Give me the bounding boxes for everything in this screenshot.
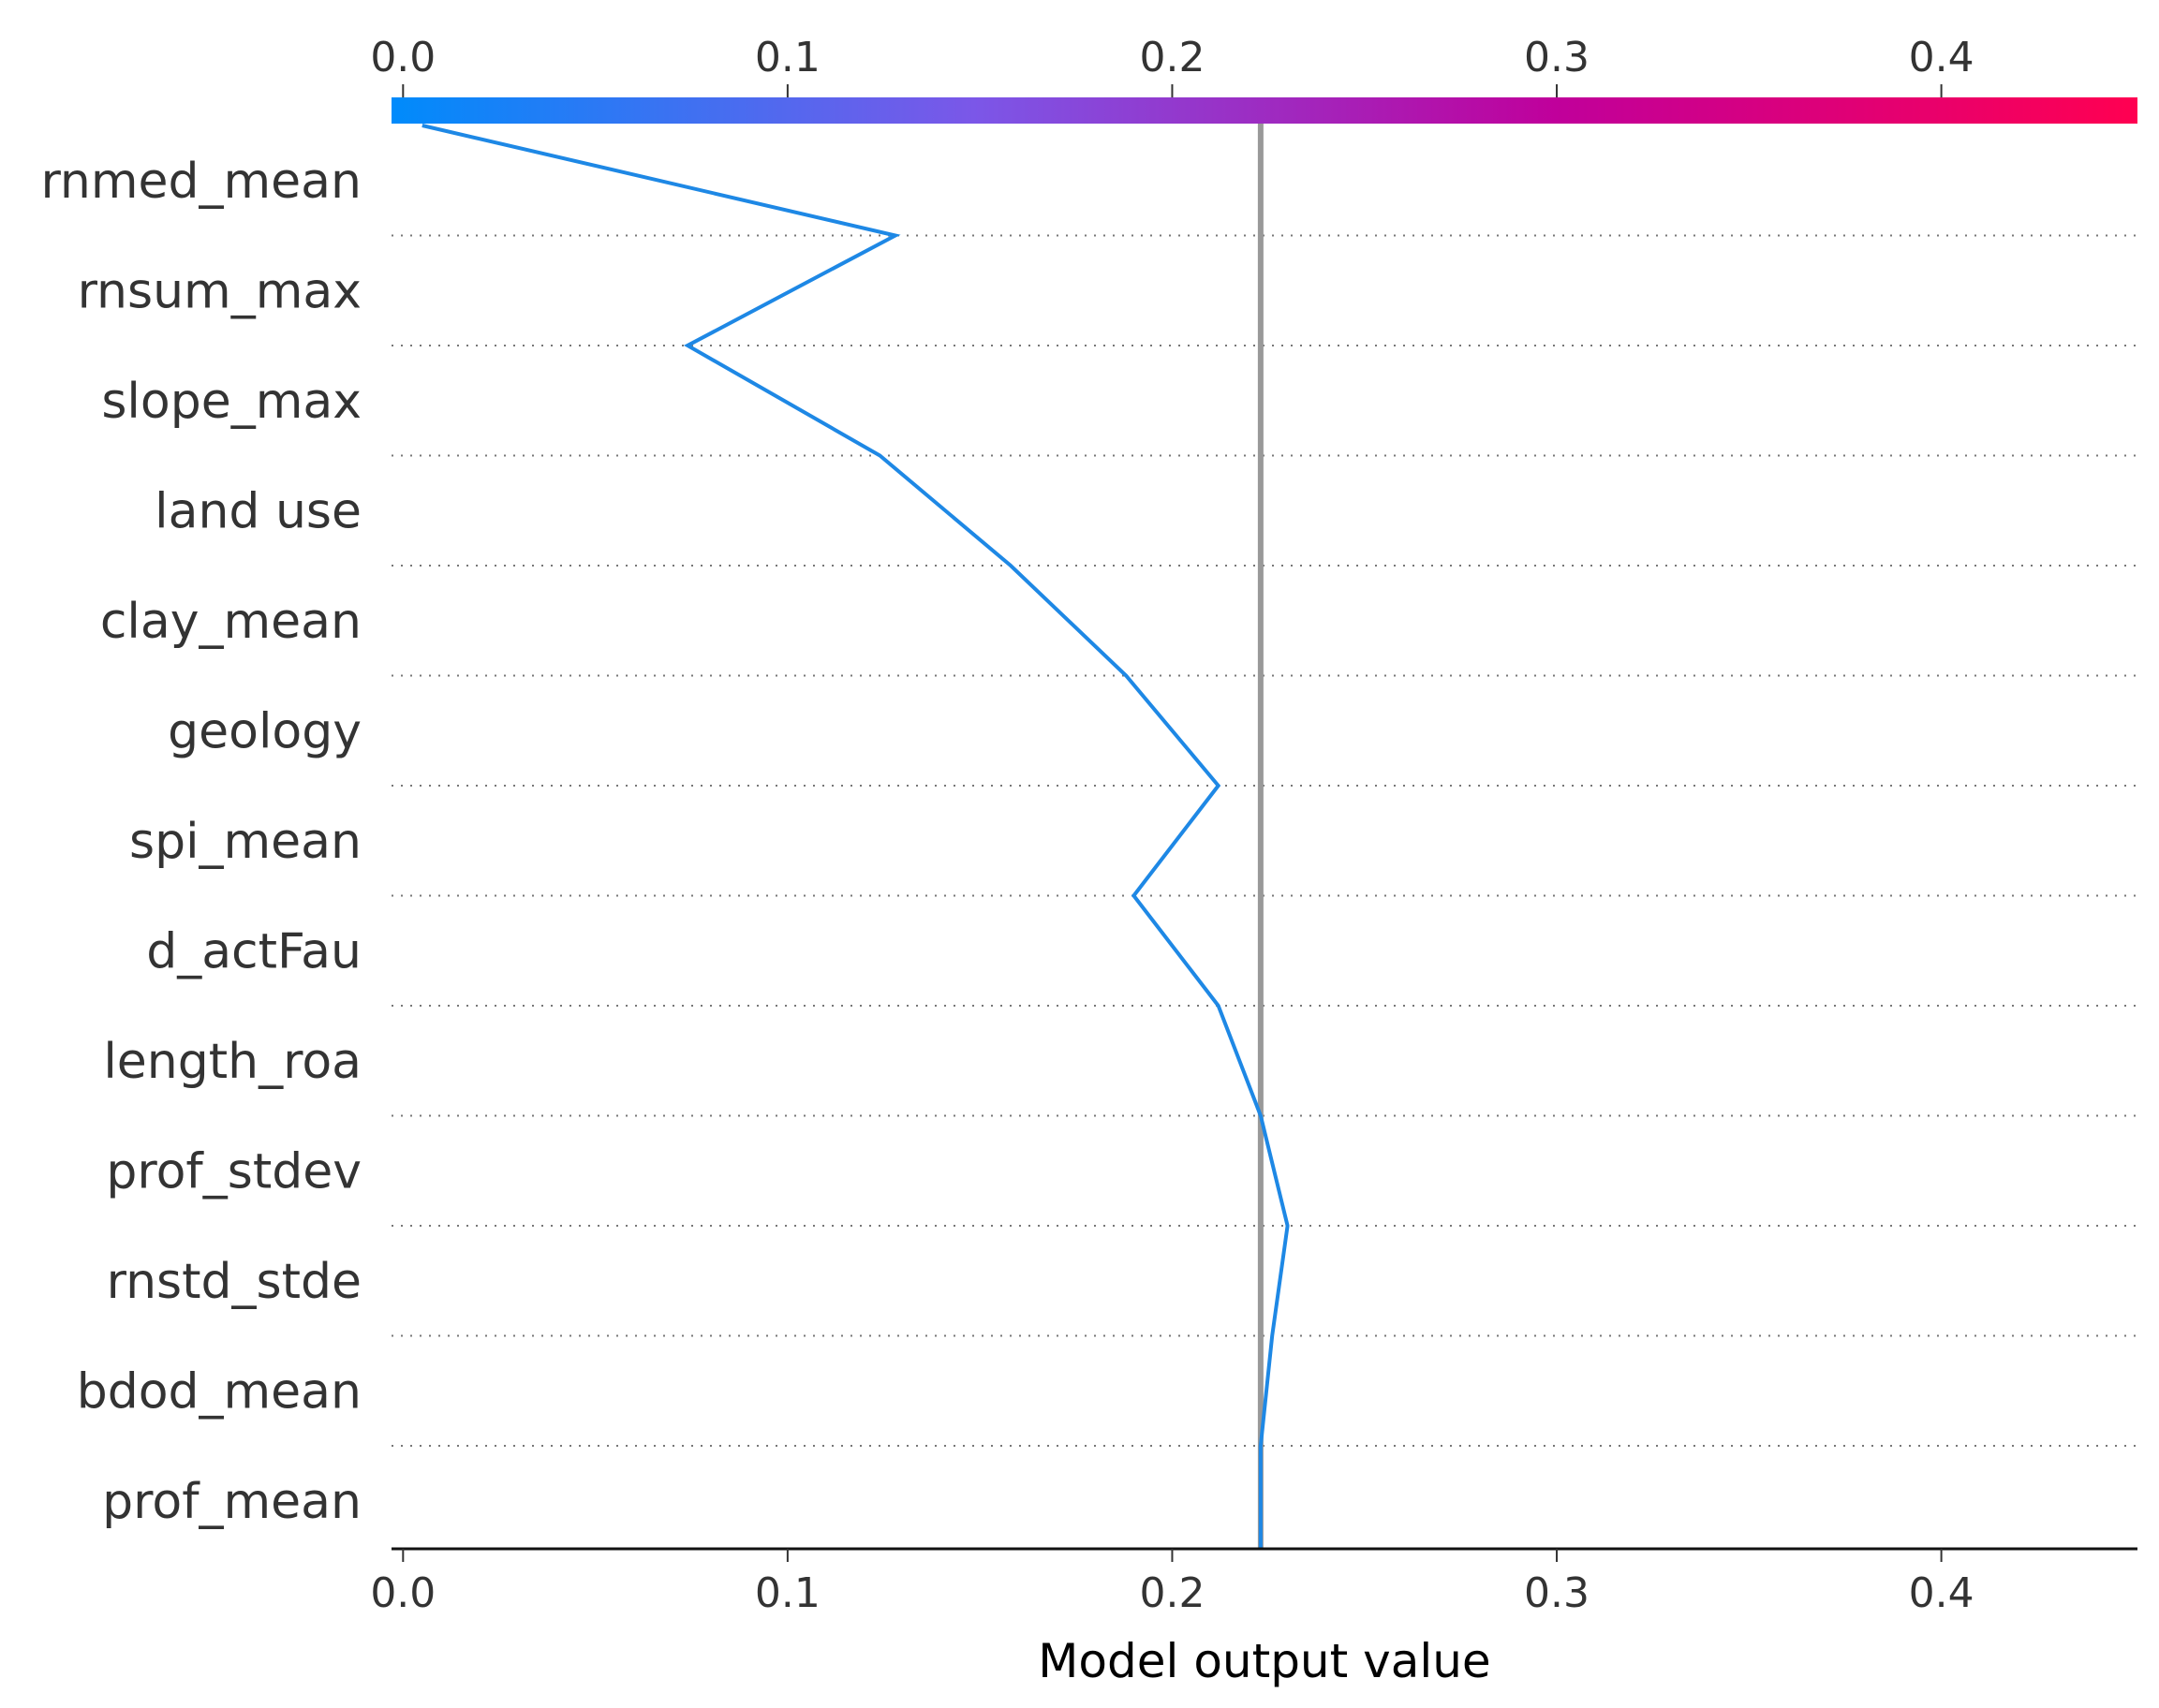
- bottom-tick-label: 0.3: [1524, 1569, 1590, 1617]
- feature-label-geology: geology: [168, 703, 362, 759]
- top-tick-label: 0.1: [755, 34, 821, 81]
- top-tick-label: 0.2: [1139, 34, 1205, 81]
- feature-label-bdod_mean: bdod_mean: [77, 1363, 362, 1420]
- bottom-tick-label: 0.4: [1909, 1569, 1974, 1617]
- colorbar-gradient: [392, 97, 2137, 124]
- feature-label-prof_stdev: prof_stdev: [106, 1143, 362, 1200]
- bottom-tick-label: 0.1: [755, 1569, 821, 1617]
- feature-label-prof_mean: prof_mean: [102, 1474, 362, 1530]
- decision-path-line: [421, 124, 1290, 1549]
- x-axis: 0.0 0.1 0.2 0.3 0.4: [370, 1547, 2137, 1617]
- feature-label-rnmed_mean: rnmed_mean: [40, 154, 362, 210]
- feature-label-land-use: land use: [155, 483, 362, 539]
- top-tick-label: 0.0: [370, 34, 436, 81]
- x-axis-title: Model output value: [1038, 1634, 1490, 1688]
- feature-label-spi_mean: spi_mean: [129, 814, 362, 870]
- decision-path: [421, 124, 1290, 1549]
- feature-label-d_actFau: d_actFau: [146, 923, 362, 979]
- feature-label-clay_mean: clay_mean: [100, 594, 362, 650]
- top-tick-label: 0.4: [1909, 34, 1974, 81]
- gridlines: [392, 234, 2137, 1447]
- feature-label-rnsum_max: rnsum_max: [78, 263, 362, 319]
- bottom-tick-label: 0.2: [1139, 1569, 1205, 1617]
- feature-label-rnstd_stde: rnstd_stde: [107, 1254, 362, 1310]
- bottom-tick-label: 0.0: [370, 1569, 436, 1617]
- feature-label-slope_max: slope_max: [101, 374, 362, 430]
- feature-label-length_roa: length_roa: [103, 1034, 362, 1090]
- colorbar: 0.0 0.1 0.2 0.3 0.4: [370, 34, 2137, 124]
- top-tick-label: 0.3: [1524, 34, 1590, 81]
